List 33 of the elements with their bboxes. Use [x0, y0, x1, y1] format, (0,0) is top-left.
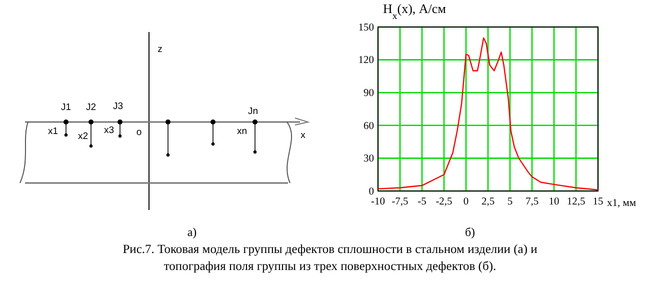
x-tick-label: 7,5	[525, 196, 539, 208]
text: o	[136, 127, 142, 138]
x-tick-label: -10	[371, 196, 385, 208]
x-tick-label: 10	[548, 196, 560, 208]
text: x3	[104, 125, 114, 136]
x-tick-label: 0	[463, 196, 469, 208]
text: x	[300, 130, 306, 141]
text: x2	[78, 131, 88, 142]
text: Jn	[248, 106, 258, 117]
text: б)	[464, 225, 476, 239]
x-tick-label: -5	[418, 196, 426, 208]
y-tick-label: 150	[358, 22, 374, 34]
text: J1	[60, 102, 72, 113]
text: z	[158, 44, 163, 55]
x-tick-label: -7,5	[392, 196, 408, 208]
chart-title: H$_{x}$(x), А/см	[383, 1, 446, 22]
y-tick-label: 120	[358, 55, 374, 66]
x-tick-label: -2,5	[436, 196, 452, 208]
x-tick-label: 12,5	[566, 196, 586, 208]
x-tick-label: 5	[507, 196, 513, 208]
y-tick-label: 0	[368, 186, 374, 198]
x-tick-label: 15	[592, 196, 604, 208]
text: Рис.7. Токовая модель группы дефектов сплошности в стальном изделии (а) и топография поля группы из трех поверхностных дефектов (б).	[122, 242, 538, 273]
x-tick-label: 2,5	[481, 196, 495, 208]
text: J2	[86, 102, 96, 113]
x-axis-title: x1, мм	[607, 198, 636, 209]
y-tick-label: 60	[364, 120, 374, 132]
text: J3	[112, 101, 124, 112]
y-tick-label: 90	[364, 88, 374, 99]
text: xn	[236, 126, 248, 137]
text: а)	[187, 225, 197, 239]
y-tick-label: 30	[364, 154, 374, 165]
text: x1	[48, 126, 58, 137]
